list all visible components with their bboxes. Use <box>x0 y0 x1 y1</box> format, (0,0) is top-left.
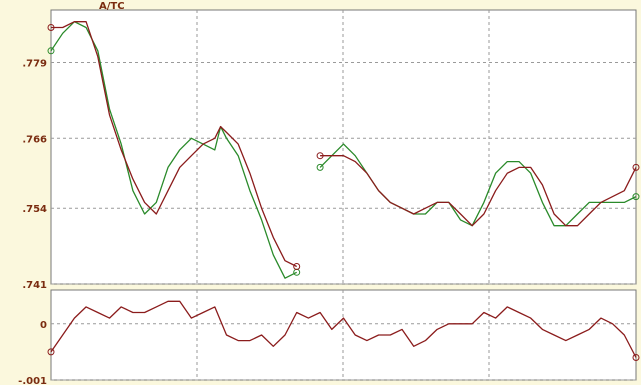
series-marker-1-1-3 <box>316 163 324 171</box>
y-tick-label-1-3: .766 <box>22 134 47 145</box>
y-tick-label-2-2: -.001 <box>18 376 47 385</box>
label-layer: .741 .754 .766 .779 A/TC 0 -.001 <box>18 1 124 385</box>
chart-title: A/TC <box>99 1 125 12</box>
series-marker-1-2-2 <box>293 263 301 270</box>
series-marker-1-1-1 <box>47 47 55 55</box>
y-tick-label-2-1: 0 <box>40 320 47 331</box>
plot-area-1 <box>50 9 637 285</box>
y-tick-label-1-1: .741 <box>22 280 47 291</box>
grid-layer <box>51 10 636 381</box>
y-tick-label-1-2: .754 <box>22 204 47 215</box>
series-marker-1-2-1 <box>47 24 55 31</box>
series-marker-2-1-1 <box>47 348 55 356</box>
series-layer <box>47 21 640 361</box>
series-line-1-2 <box>51 21 637 268</box>
series-marker-1-1-4 <box>632 193 640 201</box>
series-marker-2-1-2 <box>632 354 640 361</box>
y-tick-label-1-4: .779 <box>22 58 47 69</box>
series-marker-1-2-4 <box>632 163 640 171</box>
series-line-2-1 <box>50 300 637 358</box>
series-marker-1-2-3 <box>316 152 324 160</box>
